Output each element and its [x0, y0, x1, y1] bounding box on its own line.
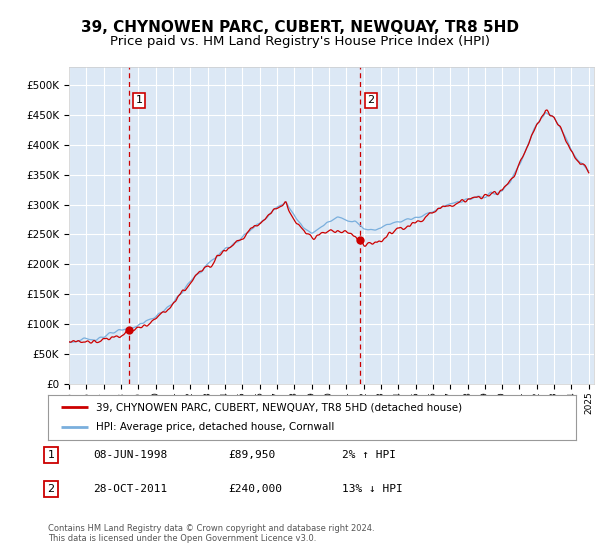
Text: £89,950: £89,950 [228, 450, 275, 460]
Text: 1: 1 [47, 450, 55, 460]
Text: 08-JUN-1998: 08-JUN-1998 [93, 450, 167, 460]
Text: £240,000: £240,000 [228, 484, 282, 494]
Text: Contains HM Land Registry data © Crown copyright and database right 2024.
This d: Contains HM Land Registry data © Crown c… [48, 524, 374, 543]
Text: HPI: Average price, detached house, Cornwall: HPI: Average price, detached house, Corn… [95, 422, 334, 432]
Text: 2% ↑ HPI: 2% ↑ HPI [342, 450, 396, 460]
Text: 28-OCT-2011: 28-OCT-2011 [93, 484, 167, 494]
Text: 39, CHYNOWEN PARC, CUBERT, NEWQUAY, TR8 5HD: 39, CHYNOWEN PARC, CUBERT, NEWQUAY, TR8 … [81, 20, 519, 35]
Text: Price paid vs. HM Land Registry's House Price Index (HPI): Price paid vs. HM Land Registry's House … [110, 35, 490, 48]
Text: 2: 2 [367, 95, 374, 105]
Text: 13% ↓ HPI: 13% ↓ HPI [342, 484, 403, 494]
Text: 39, CHYNOWEN PARC, CUBERT, NEWQUAY, TR8 5HD (detached house): 39, CHYNOWEN PARC, CUBERT, NEWQUAY, TR8 … [95, 402, 461, 412]
Text: 1: 1 [136, 95, 143, 105]
Text: 2: 2 [47, 484, 55, 494]
